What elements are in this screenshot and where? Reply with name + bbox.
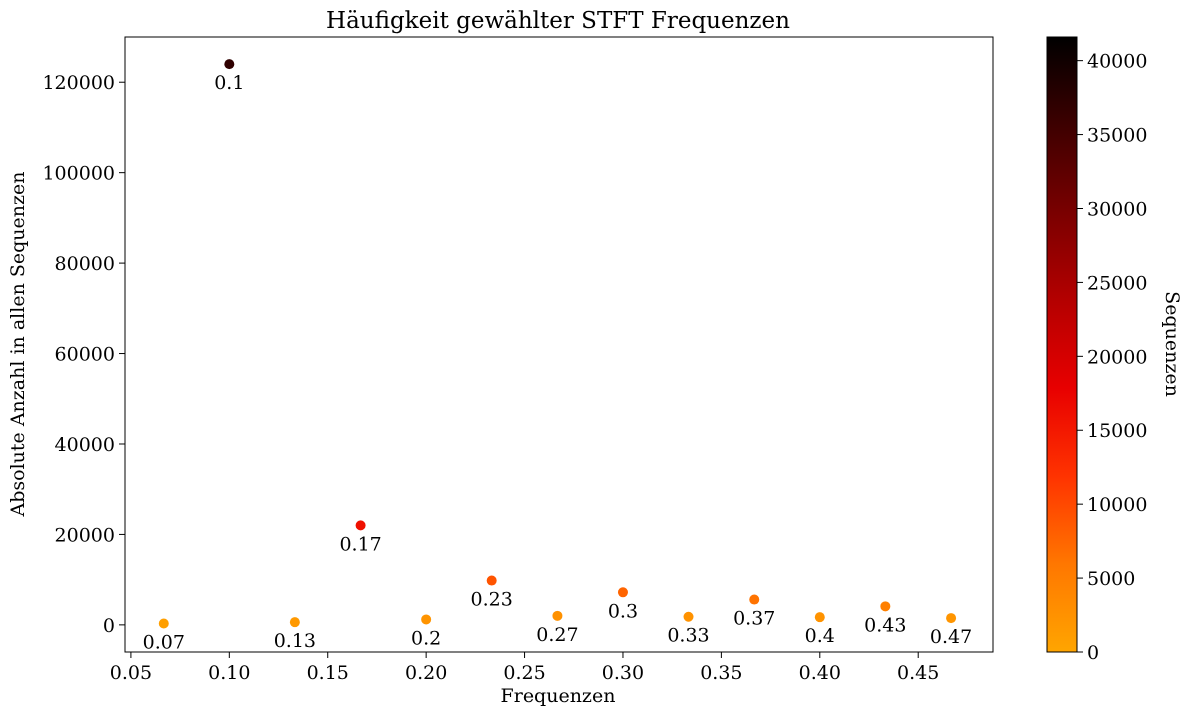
y-tick-label: 120000 bbox=[42, 72, 115, 94]
data-point bbox=[814, 612, 825, 623]
data-point bbox=[617, 587, 628, 598]
point-label: 0.1 bbox=[214, 72, 244, 94]
point-label: 0.47 bbox=[930, 626, 972, 648]
colorbar-tick-label: 20000 bbox=[1087, 346, 1147, 368]
point-label: 0.2 bbox=[411, 627, 441, 649]
data-point bbox=[355, 520, 366, 531]
x-tick-label: 0.45 bbox=[897, 662, 939, 684]
point-label: 0.43 bbox=[864, 614, 906, 636]
y-tick-label: 20000 bbox=[55, 524, 115, 546]
colorbar-tick-label: 0 bbox=[1087, 642, 1099, 664]
point-label: 0.27 bbox=[536, 624, 578, 646]
y-tick-label: 60000 bbox=[55, 344, 115, 366]
x-tick-label: 0.30 bbox=[602, 662, 644, 684]
colorbar-label: Sequenzen bbox=[1161, 291, 1183, 397]
point-label: 0.37 bbox=[733, 608, 775, 630]
y-tick-label: 0 bbox=[103, 615, 115, 637]
data-point bbox=[946, 613, 957, 624]
data-point bbox=[486, 575, 497, 586]
x-axis-label: Frequenzen bbox=[501, 685, 616, 707]
point-label: 0.13 bbox=[274, 630, 316, 652]
colorbar-tick-label: 25000 bbox=[1087, 272, 1147, 294]
data-point bbox=[552, 610, 563, 621]
x-tick-label: 0.10 bbox=[208, 662, 250, 684]
point-label: 0.23 bbox=[471, 589, 513, 611]
point-label: 0.33 bbox=[667, 625, 709, 647]
x-tick-label: 0.05 bbox=[110, 662, 152, 684]
point-label: 0.17 bbox=[339, 533, 381, 555]
data-point bbox=[683, 611, 694, 622]
data-point bbox=[224, 59, 235, 70]
x-tick-label: 0.15 bbox=[307, 662, 349, 684]
colorbar-gradient bbox=[1046, 36, 1078, 653]
x-tick-label: 0.40 bbox=[799, 662, 841, 684]
plot-frame bbox=[124, 36, 994, 653]
data-point bbox=[749, 594, 760, 605]
data-point bbox=[421, 614, 432, 625]
point-label: 0.4 bbox=[805, 625, 835, 647]
data-point bbox=[880, 601, 891, 612]
colorbar-tick-label: 5000 bbox=[1087, 568, 1135, 590]
x-tick-label: 0.25 bbox=[503, 662, 545, 684]
colorbar-tick-label: 10000 bbox=[1087, 494, 1147, 516]
y-tick-label: 80000 bbox=[55, 253, 115, 275]
x-tick-label: 0.20 bbox=[405, 662, 447, 684]
colorbar-tick-label: 35000 bbox=[1087, 125, 1147, 147]
data-point bbox=[289, 617, 300, 628]
y-tick-label: 100000 bbox=[42, 163, 115, 185]
data-point bbox=[158, 618, 169, 629]
colorbar-tick-label: 40000 bbox=[1087, 51, 1147, 73]
x-tick-label: 0.35 bbox=[700, 662, 742, 684]
colorbar: 0 5000 10000 15000 20000 25000 30000 35000 40000 bbox=[1046, 36, 1147, 664]
point-label: 0.07 bbox=[143, 632, 185, 654]
plot-area: 0.05 0.10 0.15 0.20 0.25 0.30 0.35 0.40 0.45 0 200… bbox=[42, 36, 994, 684]
colorbar-tick-label: 15000 bbox=[1087, 420, 1147, 442]
y-tick-label: 40000 bbox=[55, 434, 115, 456]
colorbar-tick-label: 30000 bbox=[1087, 198, 1147, 220]
point-label: 0.3 bbox=[608, 600, 638, 622]
chart-title: Häufigkeit gewählter STFT Frequenzen bbox=[326, 8, 790, 34]
y-axis-label: Absolute Anzahl in allen Sequenzen bbox=[7, 172, 29, 518]
